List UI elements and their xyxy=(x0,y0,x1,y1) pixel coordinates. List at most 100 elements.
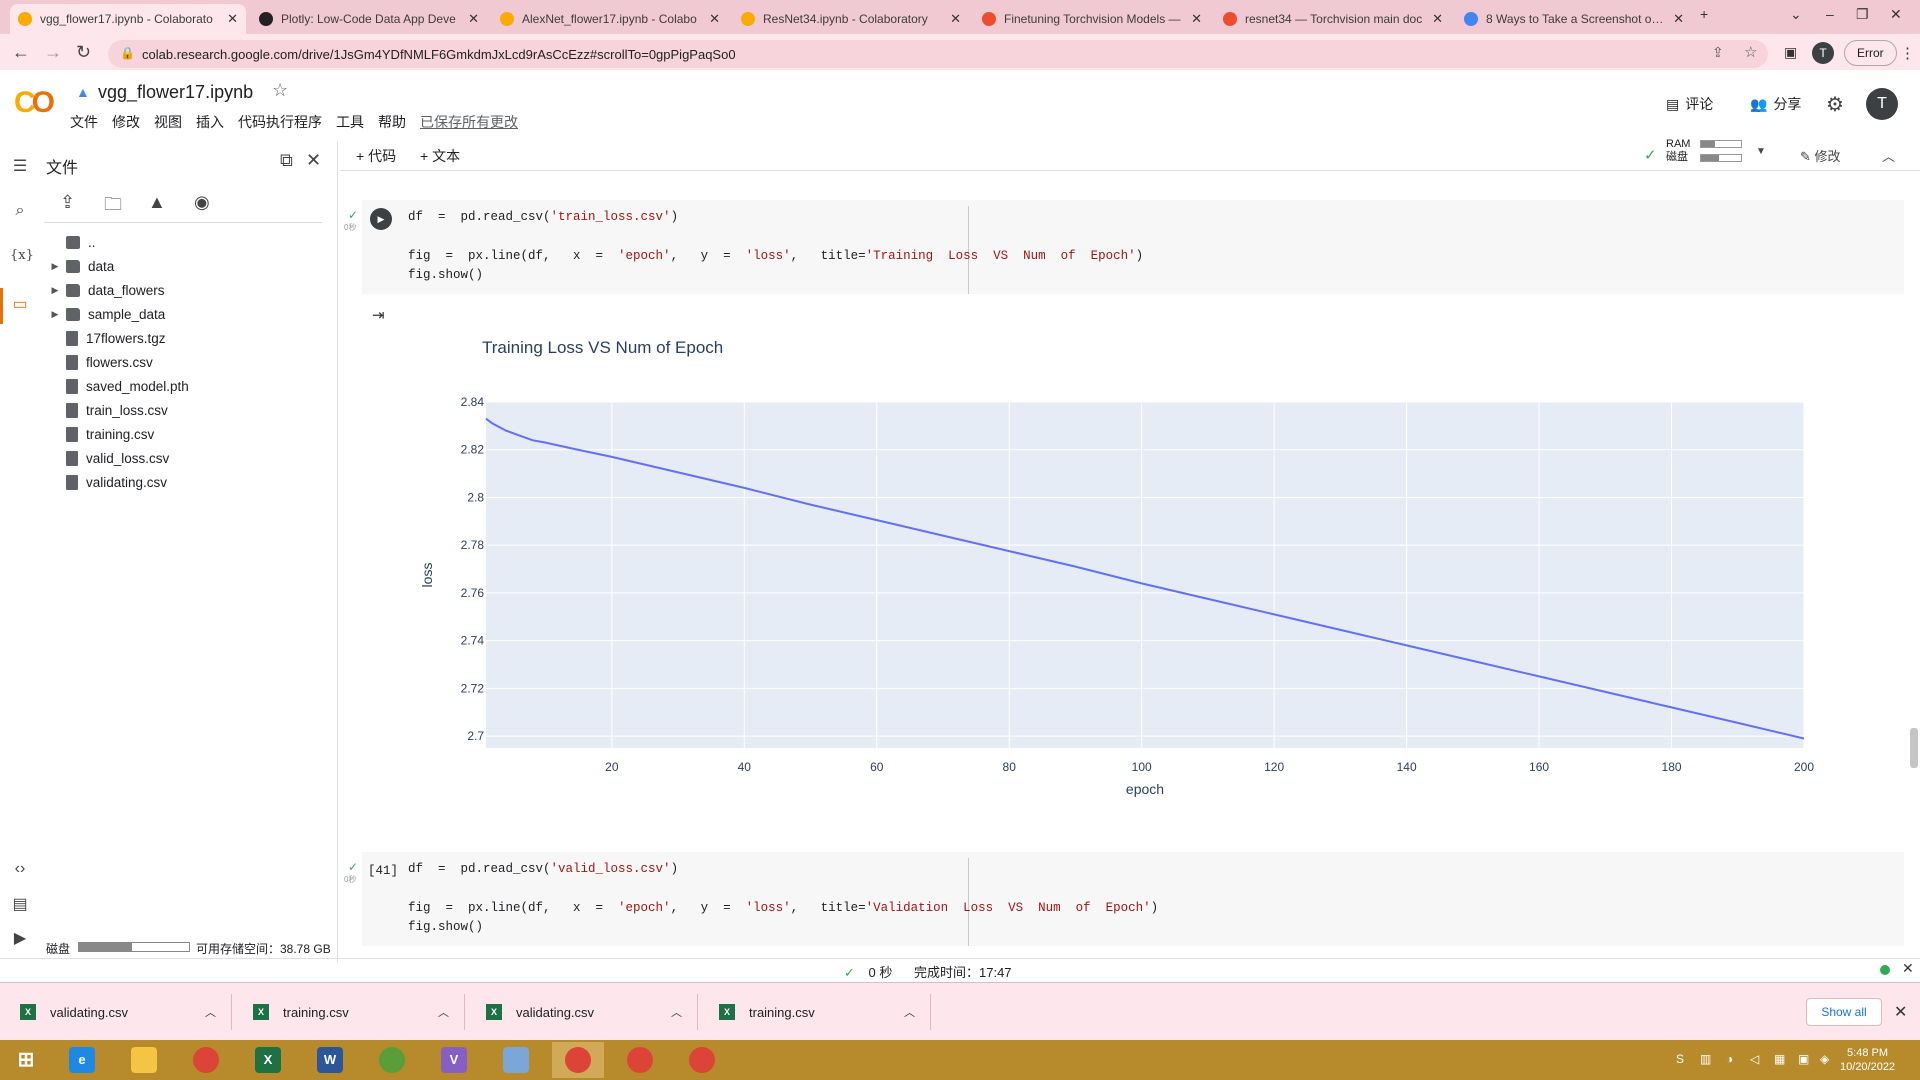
share-page-icon[interactable]: ⇪ xyxy=(1712,44,1724,60)
taskbar-visual-studio[interactable]: V xyxy=(428,1042,480,1078)
command-palette-icon[interactable]: ▤ xyxy=(12,896,28,913)
taskbar-ie[interactable]: e xyxy=(56,1042,108,1078)
colab-logo[interactable]: CO xyxy=(14,86,55,119)
run-cell-button[interactable]: ▶ xyxy=(370,208,392,230)
forward-icon[interactable]: → xyxy=(44,42,62,62)
menu-insert[interactable]: 插入 xyxy=(196,114,224,130)
menu-help[interactable]: 帮助 xyxy=(378,114,406,130)
tray-icon[interactable]: ◑ xyxy=(1726,1052,1734,1066)
minimize-icon[interactable]: – xyxy=(1826,6,1834,22)
taskbar-app-cube[interactable] xyxy=(490,1042,542,1078)
folder-row[interactable]: ▶ sample_data xyxy=(44,302,334,326)
parent-folder-row[interactable]: .. xyxy=(44,230,334,254)
chevron-up-icon[interactable]: ︿ xyxy=(671,1007,682,1019)
add-text-button[interactable]: + 文本 xyxy=(420,148,461,164)
star-icon[interactable]: ☆ xyxy=(272,80,289,100)
hide-files-icon[interactable]: ◉ xyxy=(194,192,210,212)
menu-tools[interactable]: 工具 xyxy=(336,114,364,130)
taskbar-explorer[interactable] xyxy=(118,1042,170,1078)
menu-view[interactable]: 视图 xyxy=(154,114,182,130)
network-icon[interactable]: ▥ xyxy=(1700,1052,1712,1066)
taskbar-app-green[interactable] xyxy=(366,1042,418,1078)
chevron-up-icon[interactable]: ︿ xyxy=(205,1007,216,1019)
browser-tab[interactable]: vgg_flower17.ipynb - Colaborato ✕ xyxy=(10,4,246,34)
show-all-button[interactable]: Show all xyxy=(1806,998,1882,1026)
address-bar[interactable]: 🔒 colab.research.google.com/drive/1JsGm4… xyxy=(108,40,1768,68)
execution-count[interactable]: [41] xyxy=(368,864,399,878)
close-tab-icon[interactable]: ✕ xyxy=(227,11,238,26)
table-of-contents-icon[interactable]: ☰ xyxy=(12,158,28,175)
file-row[interactable]: validating.csv xyxy=(44,470,334,494)
chevron-up-icon[interactable]: ︿ xyxy=(904,1007,915,1019)
close-tab-icon[interactable]: ✕ xyxy=(950,11,961,26)
browser-tab[interactable]: resnet34 — Torchvision main doc ✕ xyxy=(1215,4,1451,34)
code-cell[interactable] xyxy=(362,200,1904,294)
profile-avatar[interactable]: T xyxy=(1812,42,1834,64)
close-tab-icon[interactable]: ✕ xyxy=(1191,11,1202,26)
menu-file[interactable]: 文件 xyxy=(70,114,98,130)
edit-button[interactable]: ✎ 修改 xyxy=(1800,146,1841,165)
open-in-tab-icon[interactable]: ⧉ xyxy=(280,150,293,170)
file-row[interactable]: flowers.csv xyxy=(44,350,334,374)
expand-arrow-icon[interactable]: ▶ xyxy=(51,284,59,295)
chevron-down-icon[interactable]: ▼ xyxy=(1756,146,1766,157)
close-tab-icon[interactable]: ✕ xyxy=(1673,11,1684,26)
bookmark-star-icon[interactable]: ☆ xyxy=(1744,44,1758,61)
taskbar-chrome-3[interactable] xyxy=(614,1042,666,1078)
new-tab-button[interactable]: + xyxy=(1700,6,1709,22)
add-code-button[interactable]: + 代码 xyxy=(356,148,397,164)
error-button[interactable]: Error xyxy=(1844,40,1897,66)
output-icon[interactable]: ⇥ xyxy=(372,307,385,324)
tab-search-icon[interactable]: ⌄ xyxy=(1790,6,1802,22)
mount-drive-icon[interactable]: ▲ xyxy=(148,192,166,212)
restore-icon[interactable]: ❐ xyxy=(1856,6,1869,22)
notebook-title[interactable]: vgg_flower17.ipynb xyxy=(98,82,254,102)
volume-icon[interactable]: ◁ xyxy=(1750,1052,1760,1066)
folder-row[interactable]: ▶ data_flowers xyxy=(44,278,334,302)
taskbar-word[interactable]: W xyxy=(304,1042,356,1078)
close-icon[interactable]: ✕ xyxy=(1902,960,1914,976)
share-button[interactable]: 👥 分享 xyxy=(1750,94,1801,114)
tray-icon[interactable]: S xyxy=(1676,1052,1685,1066)
file-row[interactable]: valid_loss.csv xyxy=(44,446,334,470)
code-cell[interactable] xyxy=(362,852,1904,946)
upload-icon[interactable]: ⇪ xyxy=(60,192,76,212)
avatar[interactable]: T xyxy=(1866,88,1898,120)
chevron-up-icon[interactable]: ︿ xyxy=(438,1007,449,1019)
status-text[interactable]: ✓ 0 秒 完成时间：17:47 xyxy=(844,962,1012,981)
close-tab-icon[interactable]: ✕ xyxy=(1432,11,1443,26)
clock[interactable]: 5:48 PM 10/20/2022 xyxy=(1840,1046,1895,1074)
resources-labels[interactable]: RAM 磁盘 xyxy=(1666,138,1690,164)
menu-edit[interactable]: 修改 xyxy=(112,114,140,130)
search-icon[interactable]: ⌕ xyxy=(15,202,25,219)
terminal-icon[interactable]: ▶ xyxy=(13,930,27,947)
chevron-up-icon[interactable]: ︿ xyxy=(1882,149,1896,164)
close-tab-icon[interactable]: ✕ xyxy=(709,11,720,26)
gear-icon[interactable]: ⚙ xyxy=(1826,94,1844,116)
taskbar-chrome-4[interactable] xyxy=(676,1042,728,1078)
file-row[interactable]: training.csv xyxy=(44,422,334,446)
saved-status[interactable]: 已保存所有更改 xyxy=(420,114,518,130)
taskbar-excel[interactable]: X xyxy=(242,1042,294,1078)
new-folder-icon[interactable]: 🗀 xyxy=(104,194,122,214)
browser-tab[interactable]: AlexNet_flower17.ipynb - Colabo ✕ xyxy=(492,4,728,34)
expand-arrow-icon[interactable]: ▶ xyxy=(51,260,59,271)
folder-row[interactable]: ▶ data xyxy=(44,254,334,278)
tray-icon[interactable]: ◈ xyxy=(1820,1052,1830,1066)
code-snippets-icon[interactable]: ‹› xyxy=(14,860,26,877)
file-row[interactable]: train_loss.csv xyxy=(44,398,334,422)
side-panel-icon[interactable]: ▣ xyxy=(1784,44,1798,60)
taskbar-chrome-2[interactable] xyxy=(552,1042,604,1078)
expand-arrow-icon[interactable]: ▶ xyxy=(51,308,59,319)
browser-tab[interactable]: 8 Ways to Take a Screenshot on W ✕ xyxy=(1456,4,1692,34)
file-row[interactable]: 17flowers.tgz xyxy=(44,326,334,350)
close-tab-icon[interactable]: ✕ xyxy=(468,11,479,26)
file-row[interactable]: saved_model.pth xyxy=(44,374,334,398)
folder-icon[interactable]: ▭ xyxy=(12,296,28,313)
comment-button[interactable]: ▤ 评论 xyxy=(1666,94,1713,114)
browser-tab[interactable]: Finetuning Torchvision Models — ✕ xyxy=(974,4,1210,34)
